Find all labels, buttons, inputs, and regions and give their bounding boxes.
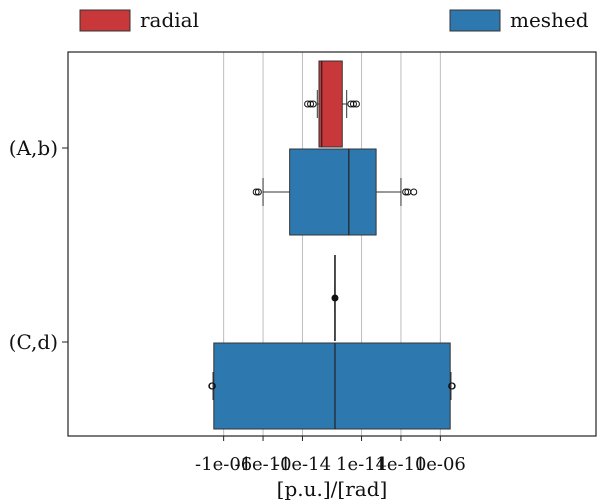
plot-boxes [208,60,456,430]
y-axis-ticks: (A,b) (C,d) [9,136,68,354]
outlier-point [402,188,410,196]
x-tick-label: 1e-14 [336,454,387,475]
legend: radial meshed [79,8,589,32]
outlier-point [352,100,360,108]
legend-label-meshed: meshed [510,8,589,32]
outlier-point [448,382,456,390]
y-tick-label: (C,d) [9,330,58,354]
box-iqr [318,60,343,148]
x-tick-label: -1e-06 [195,454,252,475]
outlier-point [208,382,216,390]
outlier-point [307,100,315,108]
box-radial-0 [304,60,360,148]
plot-area-frame [67,51,597,437]
outlier-point [309,100,317,108]
x-tick-label: 1e-10 [375,454,426,475]
box-iqr [213,342,451,430]
x-axis-label: [p.u.]/[rad] [277,477,388,501]
outlier-point [349,100,357,108]
x-tick-label: -1e-10 [234,454,291,475]
collapsed-box-point [331,294,339,302]
x-tick-label: 1e-06 [415,454,466,475]
y-tick-label: (A,b) [9,136,58,160]
box-radial-1 [331,255,339,341]
legend-label-radial: radial [140,8,199,32]
outlier-point [410,188,418,196]
legend-swatch-meshed [449,9,501,32]
legend-swatch-radial [79,9,131,32]
outlier-point [252,188,260,196]
box-iqr [289,148,377,236]
outlier-point [254,188,262,196]
box-meshed-0 [252,148,418,236]
x-tick-label: -1e-14 [274,454,331,475]
box-meshed-1 [208,342,456,430]
